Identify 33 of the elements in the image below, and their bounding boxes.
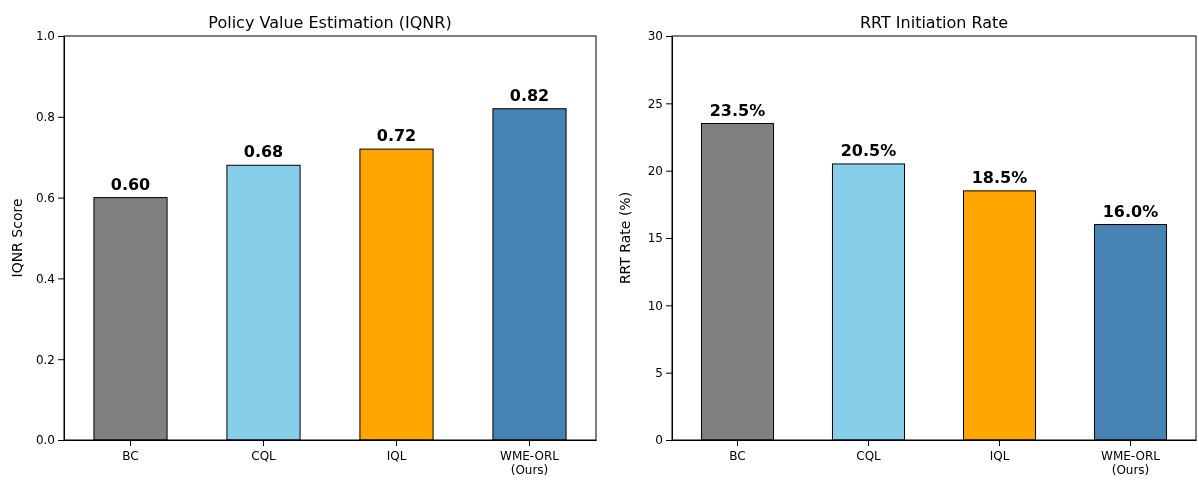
- data-label: 0.68: [243, 142, 284, 162]
- y-tick-label: 0.4: [35, 271, 55, 286]
- y-tick-label: 0.8: [35, 110, 55, 125]
- x-tick-label: IQL: [989, 449, 1010, 463]
- data-label: 23.5%: [709, 100, 766, 120]
- y-tick-label: 15: [647, 231, 663, 246]
- x-tick-label: BC: [122, 449, 139, 463]
- data-label: 0.72: [376, 126, 417, 146]
- y-tick-label: 0: [655, 433, 663, 448]
- x-tick-label: BC: [729, 449, 746, 463]
- y-tick-label: 0.0: [35, 433, 55, 448]
- y-tick-label: 10: [647, 298, 663, 313]
- y-tick-label: 25: [647, 96, 663, 111]
- data-label: 18.5%: [971, 167, 1028, 187]
- y-axis-title: RRT Rate (%): [617, 191, 633, 285]
- y-tick-label: 1.0: [35, 29, 55, 44]
- x-tick-label: WME-ORL (Ours): [1101, 449, 1161, 477]
- data-label: 20.5%: [840, 140, 897, 160]
- data-label: 0.82: [509, 85, 550, 105]
- x-tick-label: CQL: [856, 449, 882, 463]
- data-label: 0.60: [110, 174, 151, 194]
- x-tick-label: CQL: [251, 449, 277, 463]
- chart-title: RRT Initiation Rate: [859, 13, 1009, 32]
- y-axis-title: IQNR Score: [9, 198, 25, 278]
- chart-title: Policy Value Estimation (IQNR): [208, 13, 452, 32]
- y-tick-label: 5: [655, 366, 663, 381]
- y-tick-label: 0.2: [35, 352, 55, 367]
- y-tick-label: 0.6: [35, 190, 55, 205]
- y-tick-label: 20: [647, 164, 663, 179]
- x-tick-label: WME-ORL (Ours): [500, 449, 560, 477]
- data-label: 16.0%: [1102, 201, 1159, 221]
- x-tick-label: IQL: [386, 449, 407, 463]
- y-tick-label: 30: [647, 29, 663, 44]
